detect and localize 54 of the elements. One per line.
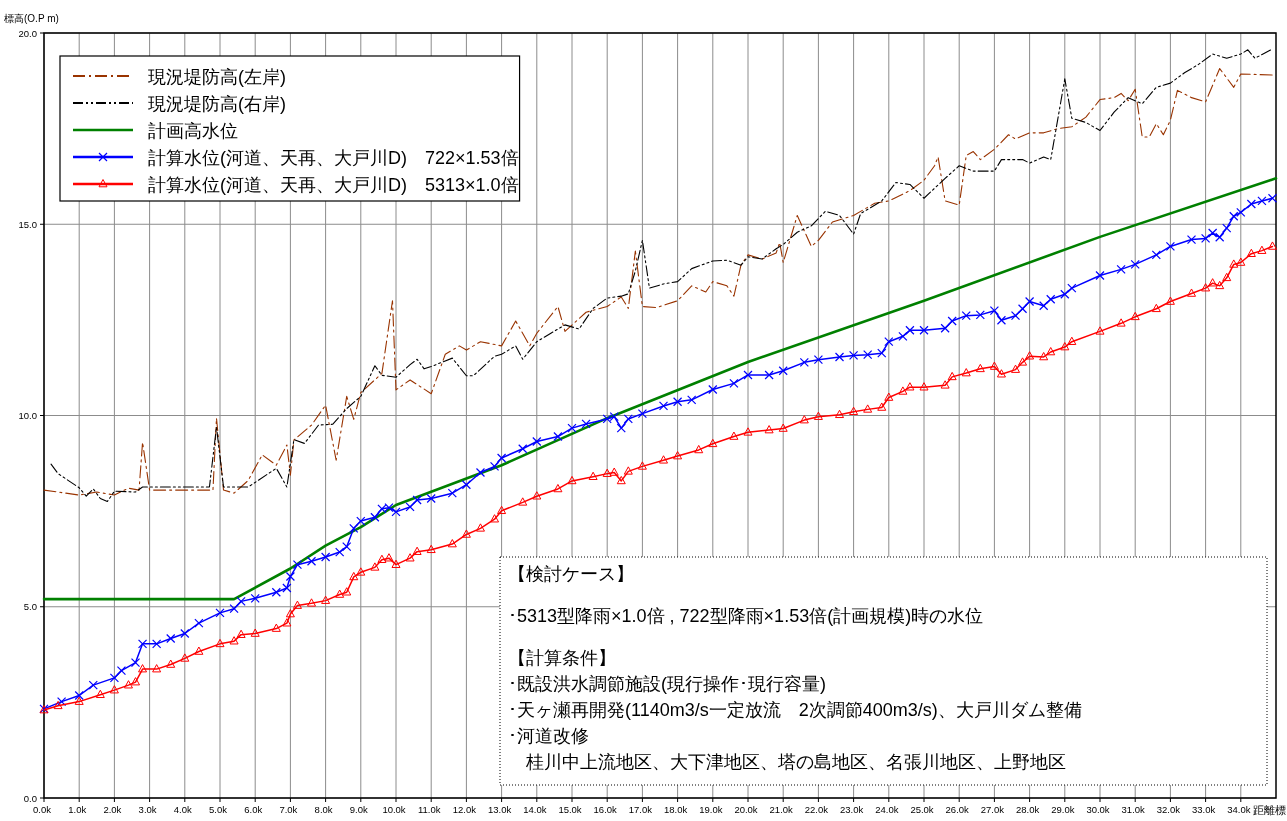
note: ･5313型降雨×1.0倍 , 722型降雨×1.53倍(計画規模)時の水位 [508,606,984,626]
note: 桂川中上流地区、大下津地区、塔の島地区、名張川地区、上野地区 [526,752,1066,772]
xtick: 29.0k [1051,804,1075,815]
ytick: 15.0 [18,218,37,230]
xtick: 16.0k [593,804,617,815]
note: 【計算条件】 [508,648,616,668]
xtick: 23.0k [839,804,864,815]
xtick: 11.0k [417,804,441,815]
xtick: 25.0k [910,804,934,815]
note: ･河道改修 [508,726,589,746]
ytick: 5.0 [23,601,37,613]
xtick: 7.0k [279,804,298,815]
xtick: 12.0k [452,804,476,815]
ytick: 10.0 [18,410,37,421]
xtick: 33.0k [1191,804,1216,815]
ytick: 0.0 [23,792,37,804]
xtick: 10.0k [382,804,406,815]
note: ･既設洪水調節施設(現行操作･現行容量) [508,674,826,694]
xtick: 4.0k [173,804,192,815]
xlabel: 距離標 [1253,804,1286,816]
xtick: 27.0k [980,804,1005,815]
xtick: 14.0k [523,804,547,815]
xtick: 5.0k [209,804,227,815]
xtick: 31.0k [1121,804,1145,815]
ylabel: 標高(O.P m) [4,13,59,24]
xtick: 6.0k [244,804,263,815]
xtick: 32.0k [1156,804,1181,815]
xtick: 24.0k [875,804,899,815]
xtick: 17.0k [628,804,653,815]
xtick: 19.0k [699,804,723,815]
xtick: 21.0k [769,804,793,815]
note: 【検討ケース】 [508,564,634,584]
xtick: 18.0k [663,804,688,815]
legend-label: 現況堤防高(右岸) [148,93,286,114]
xtick: 26.0k [945,804,969,815]
xtick: 9.0k [349,804,368,815]
legend-label: 計算水位(河道、天再、大戸川D) 5313×1.0倍 [148,174,519,195]
note: ･天ヶ瀬再開発(1140m3/s一定放流 2次調節400m3/s)、大戸川ダム整備 [508,700,1082,720]
legend-label: 計算水位(河道、天再、大戸川D) 722×1.53倍 [148,147,519,168]
xtick: 3.0k [138,804,157,815]
xtick: 8.0k [314,804,333,815]
ytick: 20.0 [18,27,37,39]
legend-label: 現況堤防高(左岸) [148,66,286,87]
xtick: 2.0k [103,804,122,815]
xtick: 28.0k [1015,804,1040,815]
xtick: 1.0k [68,804,87,815]
xtick: 34.0k [1227,804,1251,815]
xtick: 22.0k [804,804,829,815]
legend-label: 計画高水位 [148,120,238,141]
xtick: 30.0k [1086,804,1110,815]
xtick: 20.0k [734,804,758,815]
xtick: 0.0k [33,804,51,815]
xtick: 15.0k [558,804,582,815]
xtick: 13.0k [488,804,512,815]
